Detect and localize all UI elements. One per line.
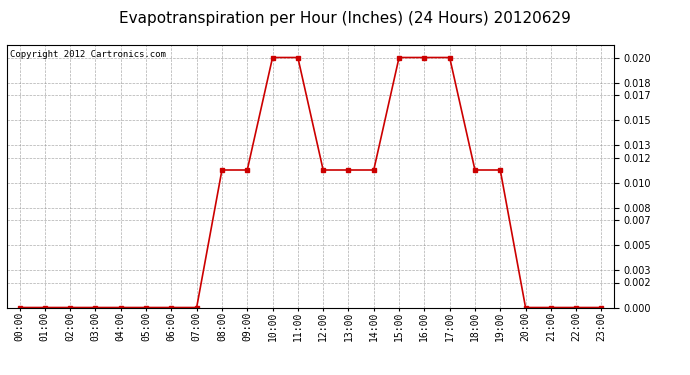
Text: Copyright 2012 Cartronics.com: Copyright 2012 Cartronics.com: [10, 50, 166, 59]
Text: Evapotranspiration per Hour (Inches) (24 Hours) 20120629: Evapotranspiration per Hour (Inches) (24…: [119, 11, 571, 26]
